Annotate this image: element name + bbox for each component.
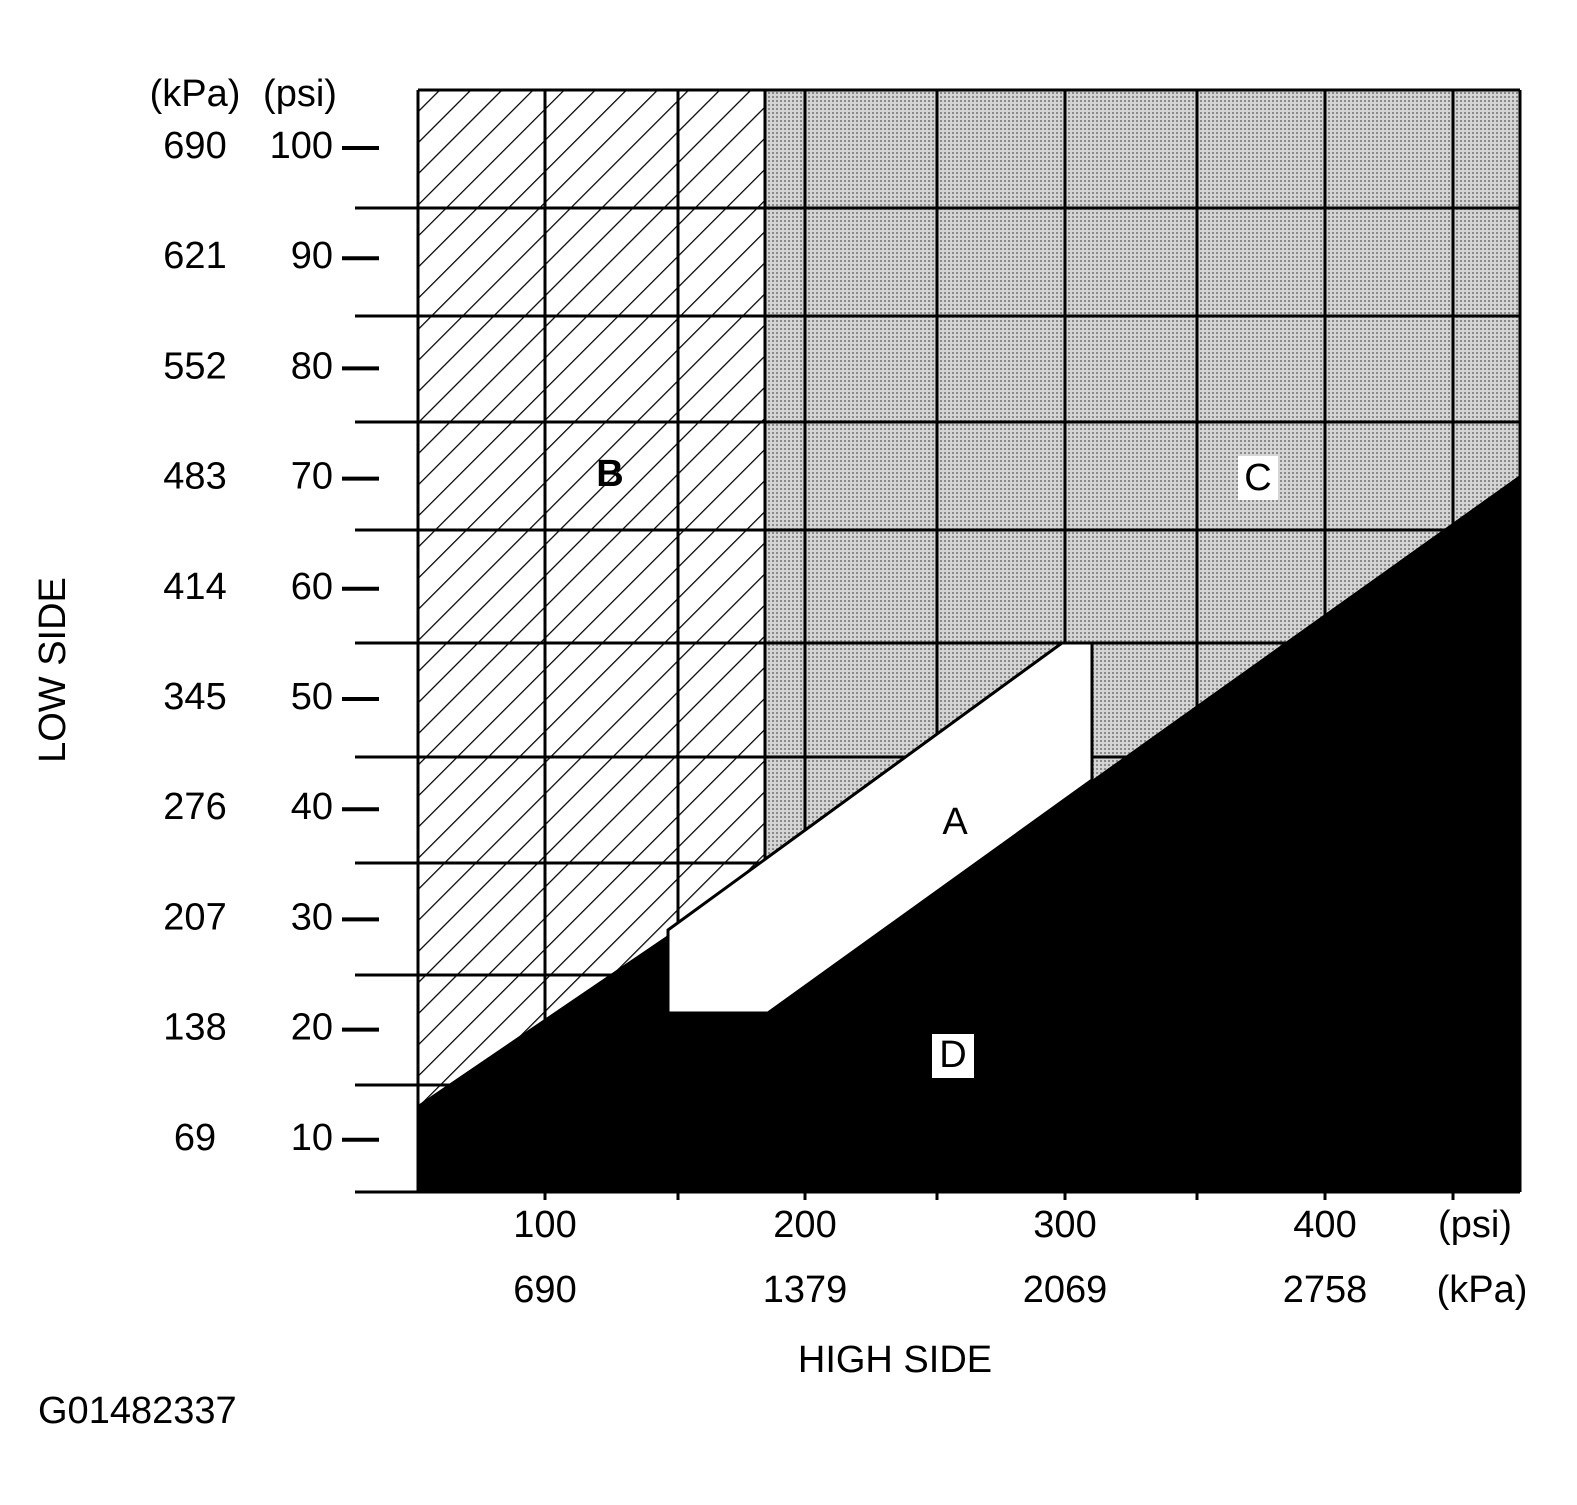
y-tick-label-psi: 90	[291, 235, 333, 277]
y-tick-label-kpa: 621	[163, 235, 226, 277]
x-tick-label-psi: 400	[1293, 1204, 1356, 1246]
y-tick-label-psi: 50	[291, 676, 333, 718]
x-tick-label-psi: 200	[773, 1204, 836, 1246]
x-tick-label-psi: 300	[1033, 1204, 1096, 1246]
region-label: D	[939, 1034, 966, 1076]
y-tick-label-kpa: 207	[163, 896, 226, 938]
x-tick-label-kpa: 2758	[1283, 1269, 1368, 1311]
y-tick-label-kpa: 414	[163, 566, 226, 608]
region-label: A	[942, 801, 968, 843]
x-tick-label-kpa: 2069	[1023, 1269, 1108, 1311]
x-unit-label: (psi)	[1438, 1204, 1512, 1246]
region-label: B	[596, 453, 623, 495]
label-box	[1238, 456, 1278, 500]
x-unit-label: (kPa)	[1437, 1269, 1528, 1311]
y-tick-label-kpa: 345	[163, 676, 226, 718]
y-tick-label-psi: 80	[291, 345, 333, 387]
region-d-fill	[418, 475, 1520, 1192]
label-box	[932, 1034, 974, 1078]
y-tick-label-psi: 100	[270, 125, 333, 167]
y-tick-label-psi: 10	[291, 1117, 333, 1159]
y-axis-title: LOW SIDE	[32, 577, 74, 763]
y-unit-label: (kPa)	[150, 73, 241, 115]
y-tick-label-psi: 70	[291, 456, 333, 498]
figure-id: G01482337	[38, 1390, 237, 1432]
region-label: C	[1244, 457, 1271, 499]
plot-area	[355, 88, 1522, 1200]
y-unit-label: (psi)	[263, 73, 337, 115]
y-tick-label-kpa: 138	[163, 1007, 226, 1049]
y-tick-label-psi: 30	[291, 896, 333, 938]
y-tick-label-kpa: 276	[163, 786, 226, 828]
y-tick-label-kpa: 69	[174, 1117, 216, 1159]
y-tick-label-psi: 40	[291, 786, 333, 828]
y-tick-label-psi: 20	[291, 1007, 333, 1049]
y-tick-label-kpa: 690	[163, 125, 226, 167]
x-tick-label-psi: 100	[513, 1204, 576, 1246]
y-tick-label-psi: 60	[291, 566, 333, 608]
x-axis-title: HIGH SIDE	[798, 1339, 992, 1381]
y-tick-label-kpa: 483	[163, 456, 226, 498]
x-tick-label-kpa: 1379	[763, 1269, 848, 1311]
y-tick-label-kpa: 552	[163, 345, 226, 387]
x-tick-label-kpa: 690	[513, 1269, 576, 1311]
